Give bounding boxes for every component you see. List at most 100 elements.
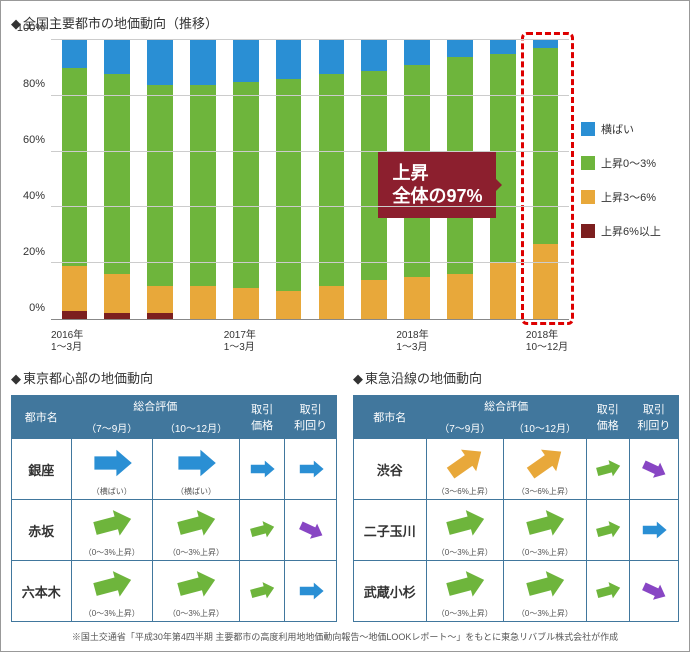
arrow-icon [443, 563, 487, 607]
bar-segment-up0_3 [233, 82, 259, 288]
x-label: 2016年1～3月 [51, 330, 94, 354]
table-left: 都市名 総合評価 取引価格 取引利回り （7～9月） （10～12月） 銀座 （… [11, 395, 337, 622]
footnote: ※国土交通省「平成30年第4四半期 主要都市の高度利用地地価動向報告～地価LOO… [11, 630, 679, 643]
bar-segment-yokobai [276, 40, 302, 79]
legend-swatch [581, 190, 595, 204]
bar-column [524, 40, 567, 319]
bar-segment-up0_3 [62, 68, 88, 266]
city-cell: 渋谷 [354, 439, 427, 500]
table-row: 二子玉川 （0～3%上昇） （0～3%上昇） [354, 500, 679, 561]
bar-segment-yokobai [233, 40, 259, 82]
bar-segment-yokobai [404, 40, 430, 65]
bar-segment-up3_6 [490, 263, 516, 319]
y-axis: 0%20%40%60%80%100% [11, 40, 51, 320]
bar-segment-yokobai [147, 40, 173, 85]
yield-cell [629, 561, 678, 622]
legend-label: 上昇3～6% [601, 189, 656, 205]
legend-label: 上昇0～3% [601, 155, 656, 171]
tables-row: 東京都心部の地価動向 都市名 総合評価 取引価格 取引利回り （7～9月） （1… [11, 368, 679, 622]
y-tick: 100% [17, 22, 45, 34]
table-row: 銀座 （横ばい） （横ばい） [12, 439, 337, 500]
arrow-icon [90, 502, 134, 546]
eval1-cell: （横ばい） [71, 439, 153, 500]
th-sub1: （7～9月） [426, 417, 503, 439]
grid-line [51, 206, 569, 207]
arrow-icon [90, 563, 134, 607]
eval1-label: （3～6%上昇） [430, 486, 500, 497]
y-tick: 20% [23, 246, 45, 258]
table-row: 赤坂 （0～3%上昇） （0～3%上昇） [12, 500, 337, 561]
th-eval: 総合評価 [71, 396, 239, 417]
arrow-icon [523, 441, 567, 485]
legend-label: 上昇6%以上 [601, 223, 661, 239]
grid-line [51, 262, 569, 263]
arrow-icon [594, 577, 622, 605]
eval2-label: （0～3%上昇） [156, 547, 236, 558]
table-left-title: 東京都心部の地価動向 [11, 368, 337, 387]
price-cell [586, 561, 629, 622]
bar-segment-up0_3 [276, 79, 302, 291]
yield-cell [629, 500, 678, 561]
grid-line [51, 39, 569, 40]
arrow-icon [640, 516, 668, 544]
arrow-icon [174, 441, 218, 485]
eval1-cell: （0～3%上昇） [71, 561, 153, 622]
city-cell: 武蔵小杉 [354, 561, 427, 622]
city-cell: 銀座 [12, 439, 72, 500]
eval2-cell: （0～3%上昇） [504, 561, 587, 622]
legend-swatch [581, 122, 595, 136]
arrow-icon [443, 502, 487, 546]
yield-cell [629, 439, 678, 500]
eval2-label: （0～3%上昇） [507, 608, 583, 619]
table-row: 武蔵小杉 （0～3%上昇） （0～3%上昇） [354, 561, 679, 622]
bar-segment-yokobai [447, 40, 473, 57]
th-price: 取引価格 [586, 396, 629, 439]
x-label [267, 330, 310, 354]
legend-swatch [581, 156, 595, 170]
bar-segment-yokobai [104, 40, 130, 73]
arrow-icon [174, 563, 218, 607]
th-sub1: （7～9月） [71, 417, 153, 439]
arrow-icon [297, 516, 325, 544]
x-label [353, 330, 396, 354]
chart-title: 全国主要都市の地価動向（推移） [11, 13, 679, 32]
price-cell [239, 561, 284, 622]
bar-segment-yokobai [319, 40, 345, 73]
eval1-label: （0～3%上昇） [75, 608, 150, 619]
x-label [181, 330, 224, 354]
city-cell: 赤坂 [12, 500, 72, 561]
eval2-label: （0～3%上昇） [507, 547, 583, 558]
yield-cell [285, 439, 337, 500]
price-cell [586, 439, 629, 500]
legend-item: 上昇6%以上 [581, 223, 679, 239]
legend-item: 横ばい [581, 121, 679, 137]
bar-segment-yokobai [490, 40, 516, 54]
bar-segment-up0_3 [190, 85, 216, 286]
eval1-cell: （0～3%上昇） [426, 561, 503, 622]
grid-line [51, 151, 569, 152]
eval2-cell: （0～3%上昇） [153, 500, 240, 561]
grid-line [51, 95, 569, 96]
x-label [310, 330, 353, 354]
callout-line2: 全体の97% [392, 186, 482, 206]
eval1-label: （横ばい） [75, 486, 150, 497]
eval2-label: （0～3%上昇） [156, 608, 236, 619]
x-label [137, 330, 180, 354]
bar-segment-up6 [62, 311, 88, 319]
price-cell [239, 500, 284, 561]
x-axis-labels: 2016年1～3月2017年1～3月2018年1～3月2018年10～12月 [51, 330, 569, 354]
bar-column [267, 40, 310, 319]
bar-segment-yokobai [361, 40, 387, 71]
eval2-cell: （3～6%上昇） [504, 439, 587, 500]
x-label [94, 330, 137, 354]
eval1-label: （0～3%上昇） [430, 547, 500, 558]
bar-segment-up3_6 [447, 274, 473, 319]
arrow-icon [443, 441, 487, 485]
arrow-icon [248, 455, 276, 483]
table-row: 六本木 （0～3%上昇） （0～3%上昇） [12, 561, 337, 622]
bar-segment-yokobai [533, 40, 559, 48]
bar-segment-up6 [104, 313, 130, 319]
th-eval: 総合評価 [426, 396, 586, 417]
bar-segment-up0_3 [147, 85, 173, 286]
eval1-label: （0～3%上昇） [430, 608, 500, 619]
